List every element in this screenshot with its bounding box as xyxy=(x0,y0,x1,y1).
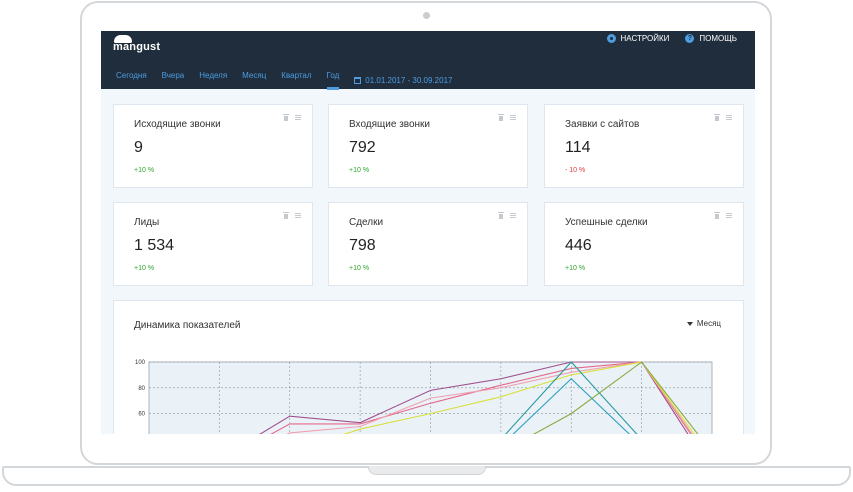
logo[interactable]: mangust xyxy=(113,41,161,53)
metric-delta: - 10 % xyxy=(565,167,586,174)
logo-icon xyxy=(114,35,132,43)
app-screen: mangust НАСТРОЙКИ ? ПОМОЩЬ Сегодня Вчера… xyxy=(101,31,755,434)
settings-label: НАСТРОЙКИ xyxy=(620,34,670,43)
date-range-label: 01.01.2017 - 30.09.2017 xyxy=(365,75,453,85)
y-tick-label: 80 xyxy=(138,386,145,392)
y-tick-label: 60 xyxy=(138,412,145,418)
menu-icon[interactable] xyxy=(726,115,732,120)
help-icon: ? xyxy=(685,34,695,43)
metric-delta: +10 % xyxy=(565,265,586,272)
metric-title: Исходящие звонки xyxy=(134,119,221,130)
metric-card: Успешные сделки 446 +10 % xyxy=(544,202,744,286)
series-line xyxy=(286,361,693,434)
menu-icon[interactable] xyxy=(726,213,732,218)
trash-icon[interactable] xyxy=(498,114,504,121)
help-button[interactable]: ? ПОМОЩЬ xyxy=(685,34,737,43)
menu-icon[interactable] xyxy=(510,115,516,120)
chevron-down-icon xyxy=(686,321,693,326)
menu-icon[interactable] xyxy=(510,213,516,218)
date-range-picker[interactable]: 01.01.2017 - 30.09.2017 xyxy=(354,71,452,89)
tab-today[interactable]: Сегодня xyxy=(116,71,147,80)
camera-icon xyxy=(423,12,430,19)
trash-icon[interactable] xyxy=(283,212,289,219)
series-line xyxy=(533,361,699,434)
tab-year[interactable]: Год xyxy=(326,71,339,90)
laptop-notch xyxy=(368,466,486,475)
metric-title: Входящие звонки xyxy=(349,119,431,130)
period-dropdown-label: Месяц xyxy=(696,319,721,328)
y-tick-label: 100 xyxy=(135,360,146,366)
metric-card: Заявки с сайтов 114 - 10 % xyxy=(544,104,744,188)
tab-month[interactable]: Месяц xyxy=(242,71,267,80)
top-actions: НАСТРОЙКИ ? ПОМОЩЬ xyxy=(606,34,737,43)
metric-delta: +10 % xyxy=(134,265,155,272)
metric-value: 9 xyxy=(134,139,143,156)
tab-quarter[interactable]: Квартал xyxy=(281,71,312,80)
trash-icon[interactable] xyxy=(714,114,720,121)
metric-value: 446 xyxy=(565,237,592,254)
metric-title: Успешные сделки xyxy=(565,217,648,228)
metric-delta: +10 % xyxy=(134,167,155,174)
metric-card: Лиды 1 534 +10 % xyxy=(113,202,313,286)
period-tabs: Сегодня Вчера Неделя Месяц Квартал Год 0… xyxy=(116,71,452,90)
metric-value: 1 534 xyxy=(134,237,175,254)
chart-card: Динамика показателей Месяц 60 80 100 xyxy=(113,300,744,434)
series-line xyxy=(505,361,638,434)
tab-yesterday[interactable]: Вчера xyxy=(161,71,185,80)
metric-card: Исходящие звонки 9 +10 % xyxy=(113,104,313,188)
metric-title: Лиды xyxy=(134,217,160,228)
series-line xyxy=(270,361,692,434)
metric-card: Сделки 798 +10 % xyxy=(328,202,528,286)
trash-icon[interactable] xyxy=(283,114,289,121)
trash-icon[interactable] xyxy=(714,212,720,219)
chart-title: Динамика показателей xyxy=(134,320,241,331)
metric-card: Входящие звонки 792 +10 % xyxy=(328,104,528,188)
settings-button[interactable]: НАСТРОЙКИ xyxy=(606,34,670,43)
tab-week[interactable]: Неделя xyxy=(199,71,228,80)
top-bar: mangust НАСТРОЙКИ ? ПОМОЩЬ Сегодня Вчера… xyxy=(101,31,755,90)
period-dropdown[interactable]: Месяц xyxy=(686,319,721,328)
line-chart: 60 80 100 xyxy=(135,360,713,434)
metric-delta: +10 % xyxy=(349,265,370,272)
metric-value: 798 xyxy=(349,237,376,254)
gear-icon xyxy=(606,34,616,43)
series-line xyxy=(343,361,695,434)
metric-value: 792 xyxy=(349,139,376,156)
metric-delta: +10 % xyxy=(349,167,370,174)
series-line xyxy=(512,378,630,434)
metric-value: 114 xyxy=(565,139,591,156)
metric-title: Сделки xyxy=(349,217,384,228)
trash-icon[interactable] xyxy=(498,212,504,219)
menu-icon[interactable] xyxy=(295,115,301,120)
calendar-icon xyxy=(354,76,362,84)
metric-title: Заявки с сайтов xyxy=(565,119,640,130)
menu-icon[interactable] xyxy=(295,213,301,218)
help-label: ПОМОЩЬ xyxy=(699,34,737,43)
series-line xyxy=(259,361,689,434)
